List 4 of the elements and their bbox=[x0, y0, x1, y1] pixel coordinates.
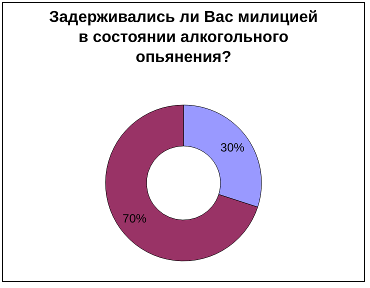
donut-slice bbox=[105, 104, 258, 262]
chart-title: Задерживались ли Вас милицией в состоянии алкогольного опьянения? bbox=[49, 9, 318, 66]
data-label: 30% bbox=[220, 140, 245, 154]
data-label: 70% bbox=[122, 212, 147, 226]
